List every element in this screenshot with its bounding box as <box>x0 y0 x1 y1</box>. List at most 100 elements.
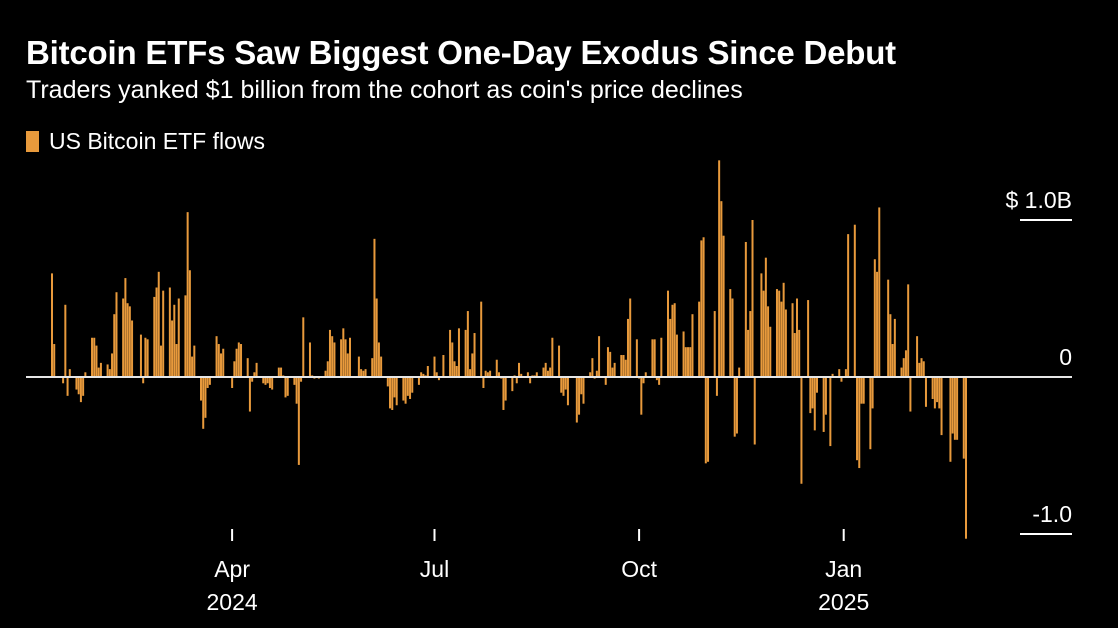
bar <box>66 377 69 396</box>
bar <box>248 377 251 412</box>
bar <box>328 329 331 377</box>
bar <box>762 290 765 377</box>
bar <box>782 282 785 377</box>
bar <box>404 377 407 404</box>
bar <box>575 377 578 423</box>
bar <box>775 289 778 377</box>
bar <box>422 373 425 377</box>
bar <box>344 339 347 377</box>
bar <box>331 336 334 377</box>
bar <box>702 237 705 377</box>
bar <box>604 377 607 385</box>
bar <box>909 377 912 412</box>
bar <box>907 284 910 377</box>
bar <box>951 377 954 434</box>
bar <box>687 347 690 377</box>
bar <box>393 377 396 398</box>
bar <box>333 342 336 377</box>
bar <box>253 372 256 377</box>
bar <box>457 328 460 377</box>
bar <box>518 362 521 377</box>
bar <box>526 372 529 377</box>
bar <box>824 377 827 415</box>
bar <box>535 372 538 377</box>
bar <box>660 337 663 377</box>
bar <box>735 377 738 434</box>
bar <box>168 287 171 377</box>
bar <box>417 377 420 385</box>
bar <box>840 377 843 382</box>
bar <box>411 377 414 393</box>
bar <box>455 366 458 377</box>
bar <box>738 367 741 377</box>
bar <box>504 377 507 401</box>
bar <box>395 377 398 406</box>
bar <box>816 377 818 393</box>
bar <box>157 271 160 377</box>
bar <box>173 304 176 377</box>
bar <box>124 278 127 377</box>
x-tick-label: Jan <box>825 556 862 582</box>
bar <box>177 298 180 377</box>
legend-label: US Bitcoin ETF flows <box>49 128 265 154</box>
bar <box>904 350 907 377</box>
bar <box>580 377 583 395</box>
bar <box>91 337 94 377</box>
bar <box>642 377 645 384</box>
bar <box>464 329 467 377</box>
bar <box>669 318 672 377</box>
bar <box>626 318 629 377</box>
bar <box>402 377 405 401</box>
bar <box>529 377 532 384</box>
bar <box>433 356 436 377</box>
bar <box>938 377 941 409</box>
bar <box>97 367 100 377</box>
bar <box>495 359 498 377</box>
bar <box>95 345 98 377</box>
legend: US Bitcoin ETF flows <box>26 128 265 155</box>
bar <box>324 370 327 377</box>
bar <box>778 290 781 377</box>
axes-group: $ 1.0B 0 -1.0 Apr 2024 Jul Oct Jan 2025 <box>26 187 1072 615</box>
bar <box>442 355 445 377</box>
bar <box>791 303 794 377</box>
bar <box>84 372 87 377</box>
bar <box>233 361 236 377</box>
bar <box>887 279 890 377</box>
bar <box>562 377 565 396</box>
bar <box>902 358 905 377</box>
bar <box>564 377 567 390</box>
legend-swatch <box>26 131 39 152</box>
bar <box>215 336 218 377</box>
bar <box>624 359 627 377</box>
bar <box>53 344 56 377</box>
bar <box>375 298 378 377</box>
bar <box>208 377 211 385</box>
bar <box>720 201 723 377</box>
bar <box>722 235 725 377</box>
bar <box>377 342 380 377</box>
bar <box>566 377 569 406</box>
bar <box>286 377 289 396</box>
bar <box>255 362 258 377</box>
bar <box>362 370 365 377</box>
bar <box>689 347 692 377</box>
bar <box>838 369 841 377</box>
bar <box>371 358 374 377</box>
bar <box>873 259 876 377</box>
bar <box>155 287 158 377</box>
bar <box>793 333 796 377</box>
bar <box>691 314 694 377</box>
bar <box>860 377 863 404</box>
bar <box>186 212 189 377</box>
y-tick-label: $ 1.0B <box>1006 187 1073 213</box>
bar <box>962 377 965 459</box>
bar <box>878 207 881 377</box>
bar <box>251 377 254 382</box>
bar <box>811 377 814 409</box>
bar <box>546 370 549 377</box>
bar <box>171 320 174 377</box>
bar <box>731 298 734 377</box>
bar <box>217 344 220 377</box>
bar <box>206 377 209 388</box>
